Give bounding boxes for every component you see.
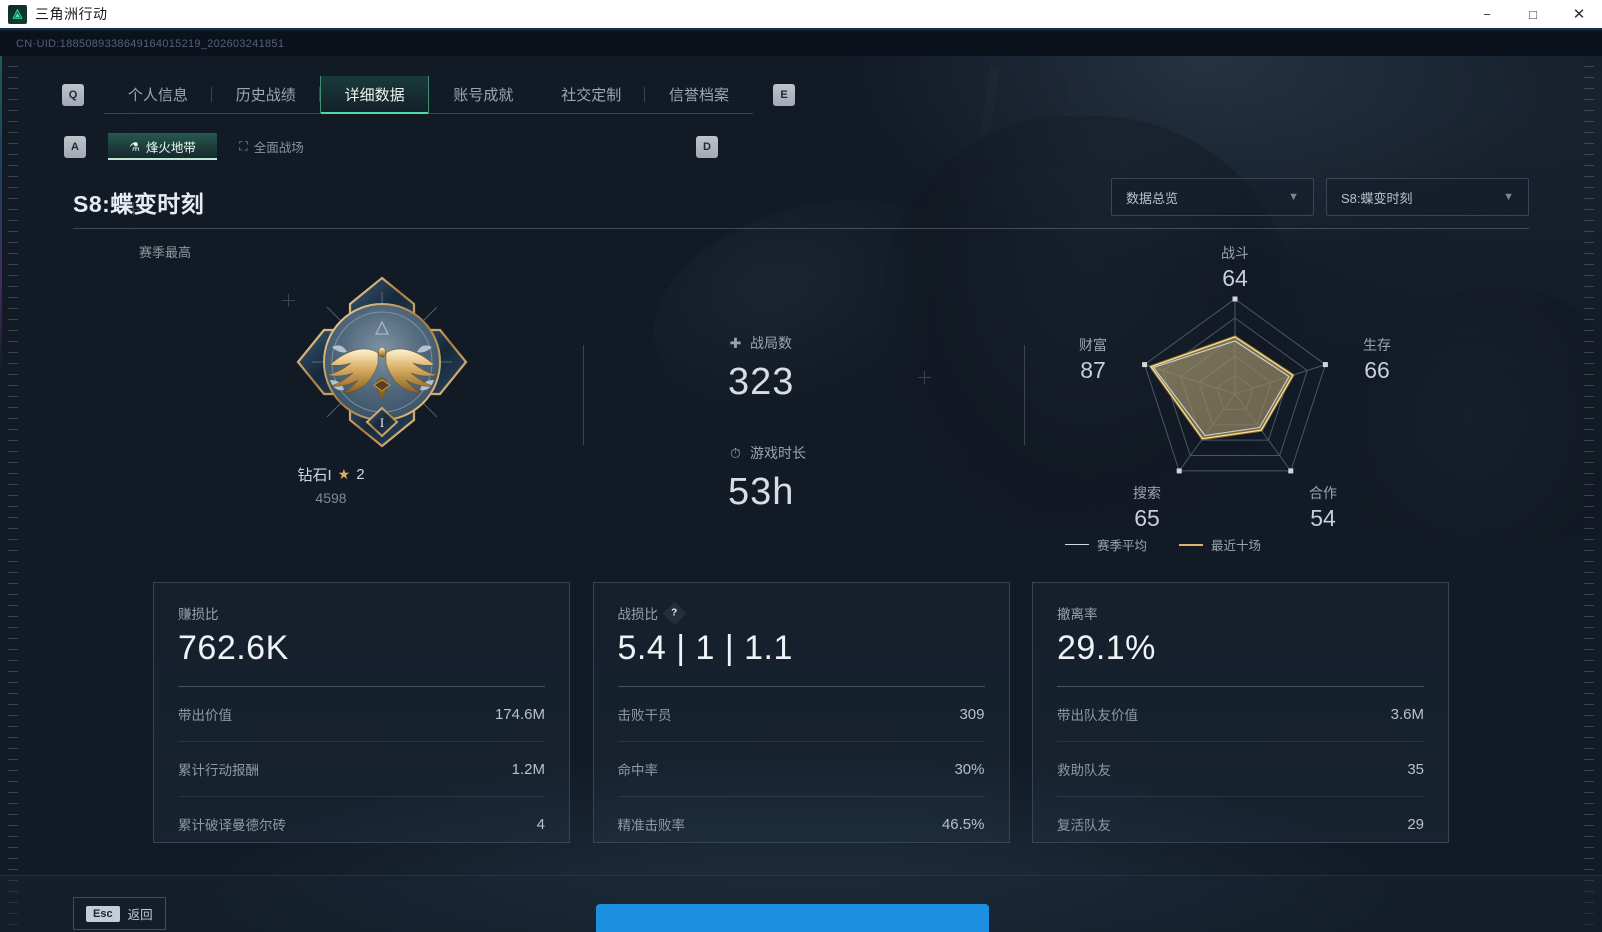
svg-text:I: I (380, 415, 384, 430)
